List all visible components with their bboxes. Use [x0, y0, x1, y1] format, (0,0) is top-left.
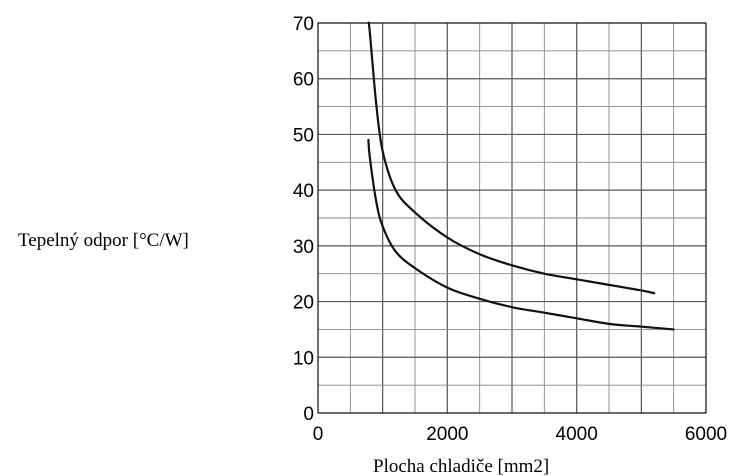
x-axis-label: Plocha chladiče [mm2] [373, 456, 549, 476]
grid [317, 22, 707, 414]
y-tick-labels: 0 10 20 30 40 50 60 70 [293, 14, 314, 425]
y-tick-label: 50 [293, 125, 314, 146]
y-tick-label: 40 [293, 181, 314, 202]
x-tick-label: 0 [313, 424, 324, 445]
x-tick-label: 6000 [685, 424, 727, 445]
y-tick-label: 60 [293, 70, 314, 91]
series-line-2 [367, 138, 675, 331]
x-tick-labels: 0 2000 4000 6000 [313, 424, 727, 445]
y-tick-label: 10 [293, 348, 314, 369]
y-tick-label: 30 [293, 237, 314, 258]
x-tick-label: 4000 [556, 424, 598, 445]
y-axis-label: Tepelný odpor [°C/W] [18, 230, 189, 251]
x-tick-label: 2000 [426, 424, 468, 445]
y-tick-label: 0 [303, 404, 314, 425]
y-tick-label: 70 [293, 14, 314, 35]
series-group [367, 21, 675, 331]
series-line-1 [367, 21, 656, 295]
plot-frame [317, 22, 707, 414]
y-tick-label: 20 [293, 293, 314, 314]
